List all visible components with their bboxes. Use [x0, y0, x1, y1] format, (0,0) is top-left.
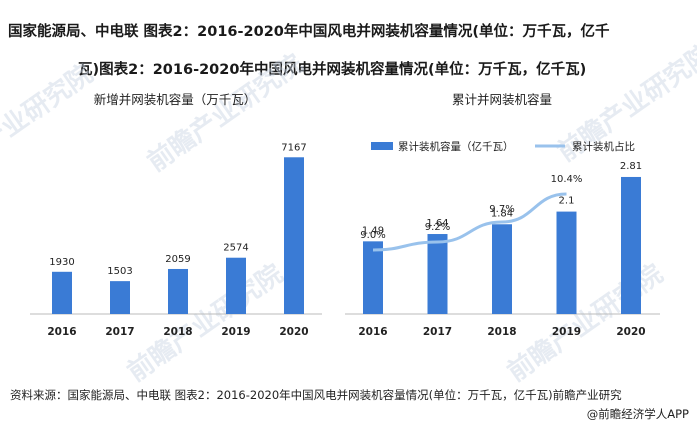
credit-note: @前瞻经济学人APP	[586, 407, 689, 421]
watermark-text: 前瞻产业研究院	[0, 58, 99, 188]
value-label-2017: 1.64	[426, 218, 448, 229]
bar-2017	[110, 281, 130, 314]
bar-2020	[621, 176, 641, 314]
bar-2017	[427, 234, 448, 314]
bar-2018	[492, 224, 512, 314]
legend-line-label: 累计装机占比	[572, 140, 635, 153]
bar-2019	[226, 257, 246, 314]
new-capacity-chart: 新增并网装机容量（万千瓦） 1930 2016 1503 2017 2059 2018 25…	[30, 92, 322, 338]
watermark-text: 前瞻产业研究院	[122, 258, 289, 388]
value-label-2020: 2.81	[620, 161, 642, 172]
share-label-2018: 9.7%	[489, 204, 514, 215]
x-tick-label-2017: 2017	[423, 326, 452, 338]
value-label-2016: 1.49	[362, 225, 384, 236]
watermark-text: 前瞻产业研究院	[502, 258, 669, 388]
x-tick-label-2020: 2020	[616, 326, 645, 338]
legend-bar-label: 累计装机容量（亿千瓦）	[398, 140, 514, 153]
page-title: 国家能源局、中电联 图表2：2016-2020年中国风电并网装机容量情况(单位：…	[8, 4, 692, 99]
x-tick-label-2016: 2016	[47, 326, 76, 338]
x-tick-label-2018: 2018	[163, 326, 192, 338]
x-tick-label-2018: 2018	[487, 326, 516, 338]
title-line-1: 国家能源局、中电联 图表2：2016-2020年中国风电并网装机容量情况(单位：…	[8, 24, 610, 40]
share-label-2019: 10.4%	[551, 174, 583, 185]
cumulative-capacity-chart-title: 累计并网装机容量	[452, 92, 552, 107]
cumulative-capacity-chart: 累计并网装机容量 累计装机容量（亿千瓦） 累计装机占比 1.49 2016 1.64 20…	[345, 92, 660, 338]
legend-bar-swatch	[371, 142, 393, 150]
value-label-2018: 1.84	[491, 208, 513, 219]
share-label-2016: 9.0%	[360, 230, 385, 241]
source-note: 资料来源：国家能源局、中电联 图表2：2016-2020年中国风电并网装机容量情…	[10, 388, 622, 402]
value-label-2016: 1930	[49, 257, 74, 268]
value-label-2017: 1503	[107, 266, 132, 277]
x-tick-label-2019: 2019	[221, 326, 250, 338]
watermark-text: 前瞻产业研究院	[142, 48, 309, 178]
bar-2019	[556, 211, 577, 314]
value-label-2018: 2059	[165, 254, 190, 265]
share-label-2017: 9.2%	[425, 222, 450, 233]
bar-2016	[363, 241, 383, 314]
new-capacity-chart-title: 新增并网装机容量（万千瓦）	[94, 92, 257, 107]
title-line-2: 瓦)图表2：2016-2020年中国风电并网装机容量情况(单位：万千瓦，亿千瓦)	[78, 62, 587, 78]
value-label-2020: 7167	[281, 142, 306, 153]
x-tick-label-2016: 2016	[358, 326, 387, 338]
x-tick-label-2020: 2020	[279, 326, 308, 338]
x-tick-label-2017: 2017	[105, 326, 134, 338]
bar-2016	[52, 271, 72, 314]
bar-2018	[168, 268, 188, 314]
share-line	[372, 192, 567, 252]
bar-2020	[284, 157, 304, 314]
x-tick-label-2019: 2019	[552, 326, 581, 338]
value-label-2019: 2574	[223, 243, 248, 254]
value-label-2019: 2.1	[559, 196, 575, 207]
